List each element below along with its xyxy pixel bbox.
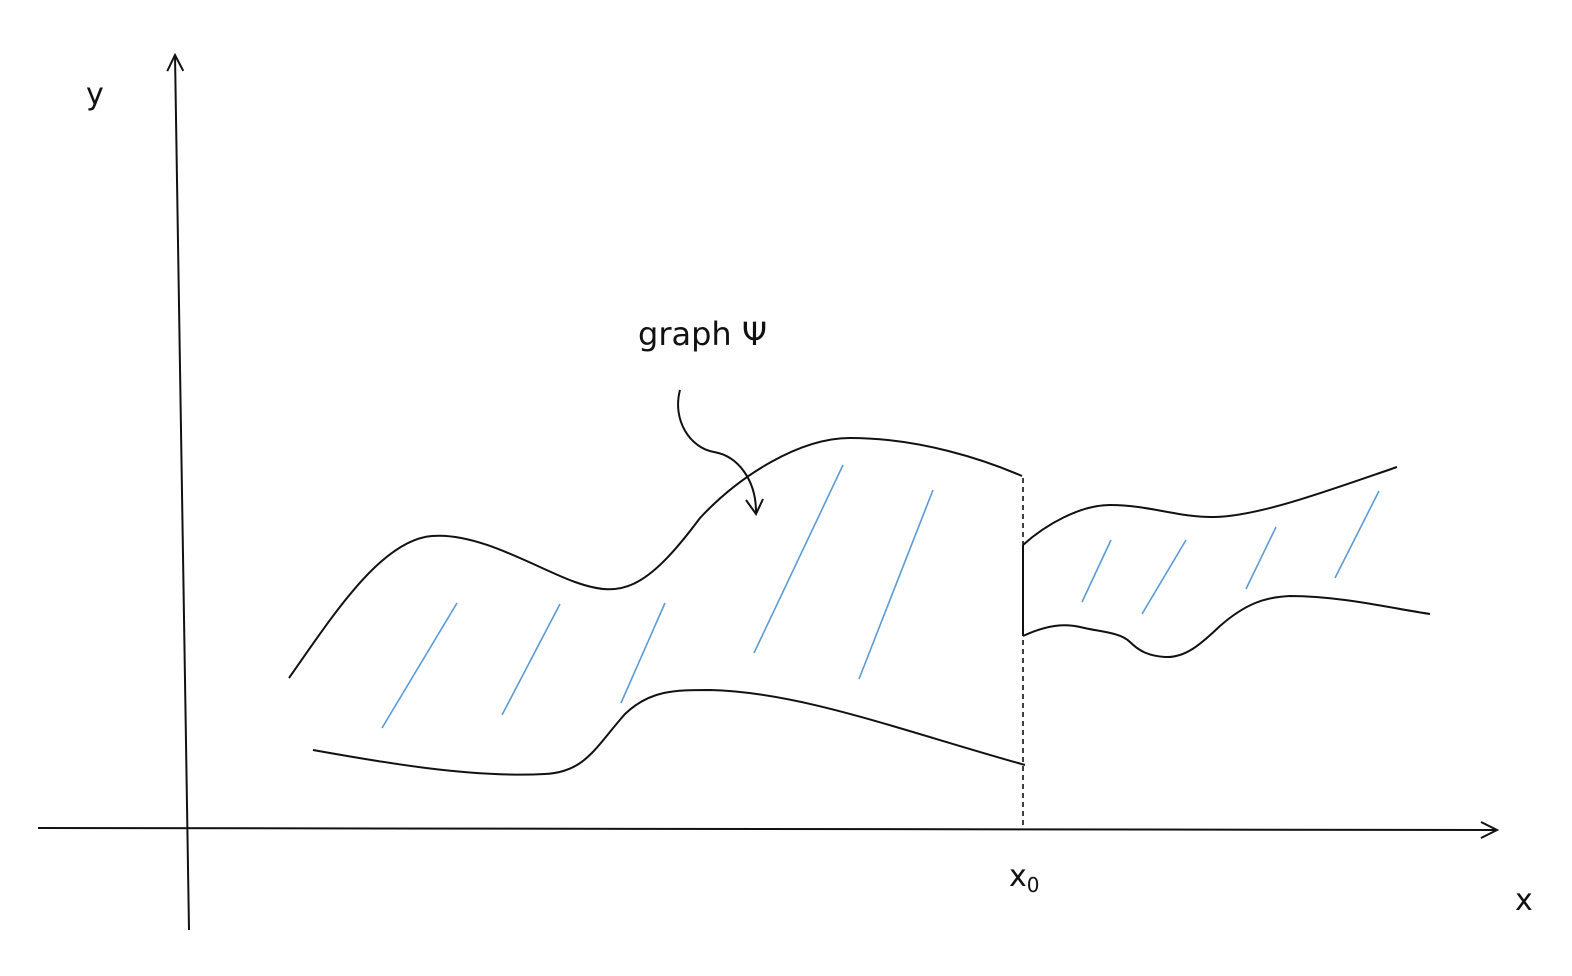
y-axis-label: y [86, 77, 104, 112]
x0-label: x0 [1009, 859, 1040, 897]
x0-label-base: x [1009, 859, 1027, 894]
right-region-upper-curve [1022, 466, 1398, 546]
hatch-line [501, 603, 561, 716]
left-region-upper-curve [288, 436, 1023, 679]
annotation-arrowhead [745, 498, 764, 516]
hatch-line [1141, 539, 1187, 615]
right-region-hatching [1081, 490, 1380, 615]
x-axis-label: x [1515, 883, 1533, 918]
left-region-lower-curve [312, 688, 1026, 776]
hatch-line [753, 464, 844, 654]
x0-label-subscript: 0 [1026, 873, 1040, 897]
hatch-line [1081, 539, 1112, 603]
hatch-line [1245, 526, 1277, 590]
hatch-line [1334, 490, 1380, 579]
hatch-line [381, 602, 458, 729]
annotation-arrow [677, 389, 757, 513]
y-axis [175, 55, 190, 931]
left-region-hatching [381, 464, 934, 729]
x-axis [37, 828, 1497, 830]
hatch-line [858, 489, 934, 680]
hatch-line [620, 602, 666, 704]
right-region-lower-curve [1022, 594, 1431, 659]
graph-psi-label: graph Ψ [638, 315, 768, 353]
